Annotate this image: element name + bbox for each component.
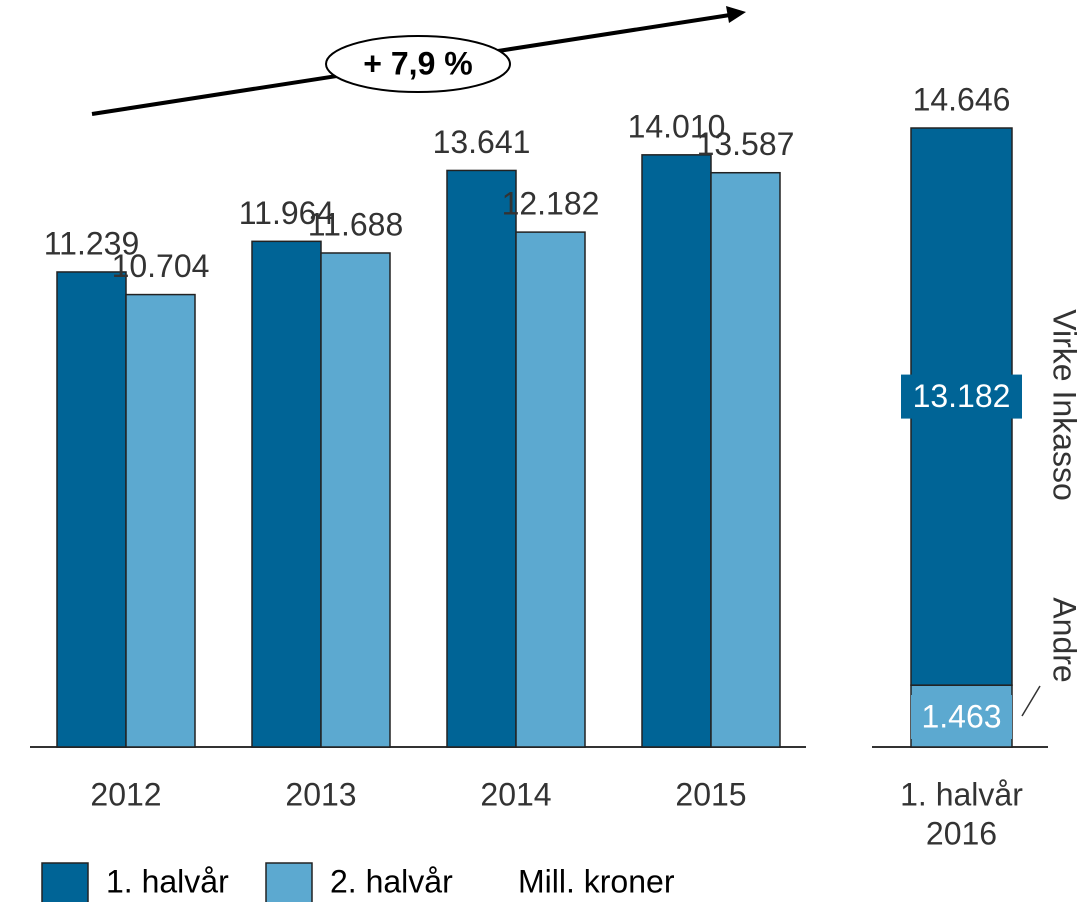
- x-tick-label: 2014: [480, 776, 551, 812]
- x-tick-label: 2012: [90, 776, 161, 812]
- x-tick-label: 2016: [926, 815, 997, 851]
- legend-swatch: [41, 862, 89, 902]
- total-label: 14.646: [913, 81, 1011, 117]
- value-label: 10.704: [112, 248, 210, 284]
- x-tick-label: 1. halvår: [900, 776, 1023, 812]
- bar: [251, 240, 322, 748]
- segment-label-box: [911, 695, 1012, 739]
- value-label: 13.587: [697, 126, 795, 162]
- segment-name: Andre: [1047, 597, 1082, 682]
- bar: [641, 154, 712, 748]
- value-label: 11.239: [44, 225, 140, 261]
- value-label: 12.182: [502, 186, 600, 222]
- bar: [515, 231, 586, 748]
- segment-name: Virke Inkasso: [1047, 309, 1082, 501]
- segment-label-box: [901, 374, 1022, 419]
- arrow-head: [726, 6, 746, 23]
- bar: [446, 169, 517, 748]
- legend-swatch: [265, 862, 313, 902]
- bar: [125, 293, 196, 748]
- value-label: 11.964: [239, 195, 335, 231]
- x-tick-label: 2015: [675, 776, 746, 812]
- value-label: 11.688: [308, 206, 404, 242]
- value-label: 13.641: [433, 124, 531, 160]
- bar: [56, 271, 127, 748]
- unit-label: Mill. kroner: [518, 863, 675, 899]
- bar: [320, 252, 391, 748]
- annotation: + 7,9 %: [363, 45, 472, 81]
- legend-label: 1. halvår: [106, 863, 229, 899]
- segment-label: 13.182: [913, 378, 1011, 414]
- segment-label: 1.463: [921, 698, 1001, 734]
- bar: [710, 171, 781, 748]
- annotation-ellipse: [325, 35, 511, 93]
- leader-line: [1021, 685, 1041, 717]
- x-tick-label: 2013: [285, 776, 356, 812]
- legend-label: 2. halvår: [330, 863, 453, 899]
- value-label: 14.010: [628, 108, 726, 144]
